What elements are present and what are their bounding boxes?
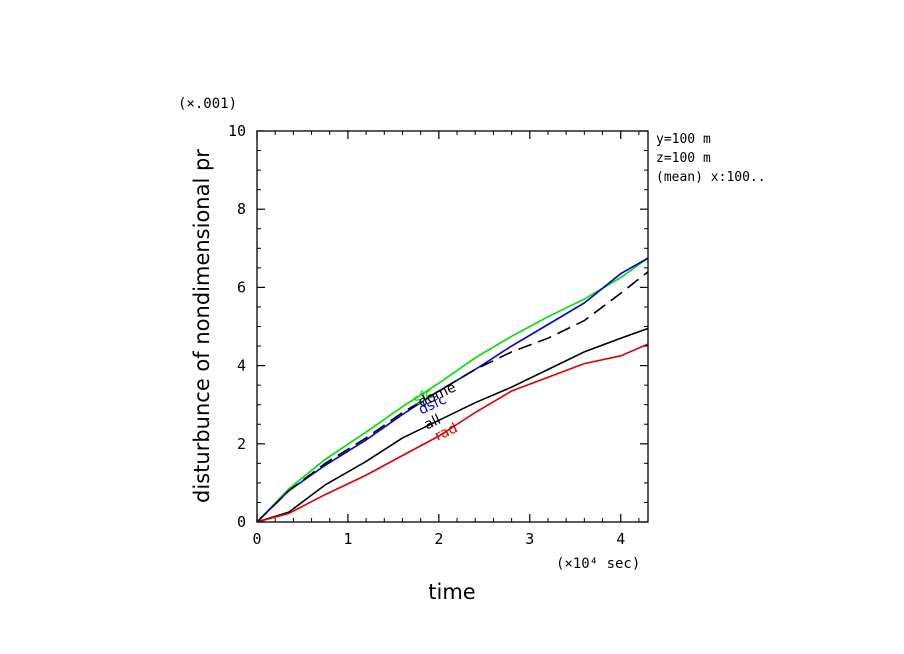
x-tick-label: 4 [616, 530, 625, 548]
series-label-sfc: sfc [411, 386, 436, 409]
x-unit-label: (×10⁴ sec) [556, 556, 640, 572]
y-tick-label: 10 [228, 122, 246, 140]
y-tick-label: 0 [237, 513, 246, 531]
x-tick-label: 1 [343, 530, 352, 548]
y-tick-label: 8 [237, 200, 246, 218]
plot-frame [256, 130, 649, 523]
axes-frame [256, 130, 649, 523]
series-line-dsfc [256, 257, 649, 523]
y-tick-label: 4 [237, 357, 246, 375]
info-line-y: y=100 m [656, 132, 711, 147]
series-line-dome [256, 271, 649, 523]
labels: disturbunce of nondimensional pr time (×… [178, 96, 766, 604]
series-line-rad [256, 343, 649, 523]
ticks: 0 1 2 3 4 0 2 4 6 8 10 [228, 122, 648, 548]
y-axis-label: disturbunce of nondimensional pr [190, 149, 214, 503]
y-tick-label: 2 [237, 435, 246, 453]
info-line-z: z=100 m [656, 151, 711, 166]
x-tick-label: 3 [525, 530, 534, 548]
x-tick-label: 2 [434, 530, 443, 548]
y-scale-label: (×.001) [178, 96, 237, 112]
series-line-sfc [256, 257, 649, 523]
x-axis-label: time [428, 580, 475, 604]
x-tick-label: 0 [252, 530, 261, 548]
info-line-mean: (mean) x:100.. [656, 170, 766, 185]
series-label-all: all [422, 412, 444, 433]
series-line-all [256, 327, 649, 523]
y-tick-label: 6 [237, 278, 246, 296]
